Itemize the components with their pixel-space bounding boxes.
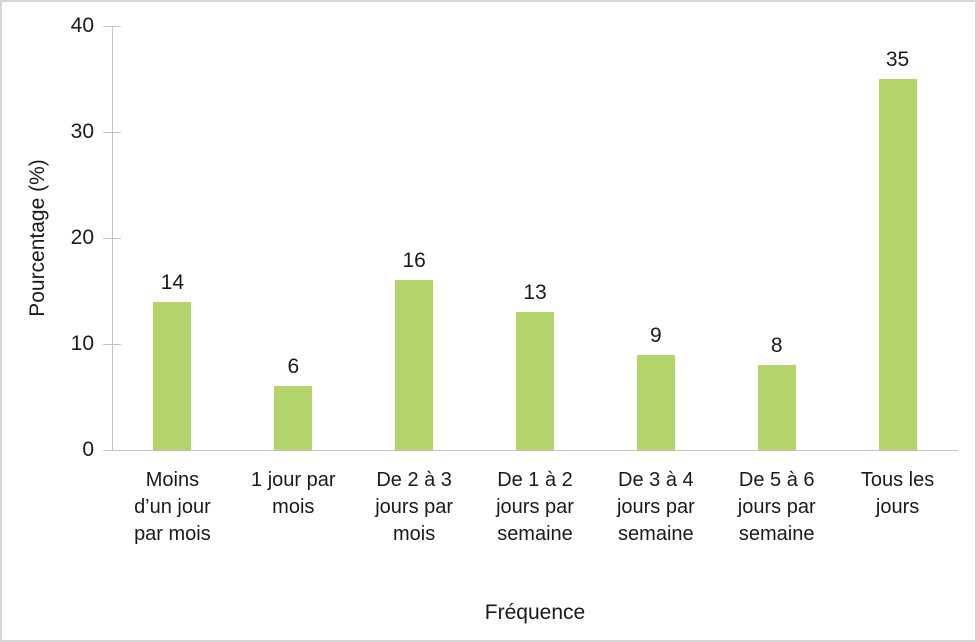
y-tick-label: 40 [70,14,94,37]
x-category-label: De 3 à 4 jours par semaine [595,467,717,548]
x-category-label: De 1 à 2 jours par semaine [474,467,596,548]
x-category-label-line: jours par [496,496,574,518]
x-category-label-line: jours par [616,496,695,518]
x-category-label-line: semaine [618,523,694,545]
y-tick-label: 30 [70,120,94,143]
x-category-label-line: De 5 à 6 [738,469,815,491]
y-tick-mark [103,26,121,27]
x-category-label-line: De 1 à 2 [497,469,573,491]
x-category-label-line: jours par [375,496,454,518]
y-tick-mark [103,344,121,345]
bar-value-label: 13 [523,281,547,305]
x-axis-line [112,450,958,451]
y-tick-label: 0 [82,438,94,461]
x-category-label-line: jours par [737,496,816,518]
x-category-label-line: De 2 à 3 [376,469,452,491]
bar [274,386,313,450]
y-tick-label: 10 [70,332,94,355]
x-category-label-line: semaine [738,523,815,545]
bar-value-label: 6 [287,355,300,379]
y-tick-mark [103,450,121,451]
x-category-label-line: par mois [134,523,211,545]
bar-value-label: 8 [770,334,783,358]
bar [757,365,796,450]
x-category-label: De 5 à 6 jours par semaine [716,467,838,548]
bar [153,301,192,450]
x-category-label-line: 1 jour par [251,469,336,491]
x-category-label-line: Tous les [860,469,935,491]
x-category-label-line: d’un jour [134,496,211,518]
y-tick-mark [103,132,121,133]
bar-value-label: 16 [402,249,426,273]
x-axis-title: Fréquence [484,601,586,624]
y-tick-label: 20 [70,226,94,249]
bar-value-label: 35 [885,48,910,71]
x-category-label: Tous les jours [837,467,959,521]
x-category-label-line: De 3 à 4 [618,469,694,491]
x-category-label-line: mois [272,496,315,518]
bar-value-label: 9 [650,323,662,347]
x-category-label-line: semaine [497,523,573,545]
bar [395,280,434,450]
x-category-label-line: jours [875,496,920,518]
x-category-label-line: mois [393,523,436,545]
bar [516,312,554,450]
x-category-label: Moins d’un jour par mois [111,467,233,548]
bar [878,79,917,450]
y-tick-mark [103,238,121,239]
bar-value-label: 14 [160,270,185,294]
x-category-label-line: Moins [145,469,200,491]
x-category-label: 1 jour par mois [232,467,354,521]
x-category-label: De 2 à 3 jours par mois [353,467,475,548]
bar [636,354,675,450]
